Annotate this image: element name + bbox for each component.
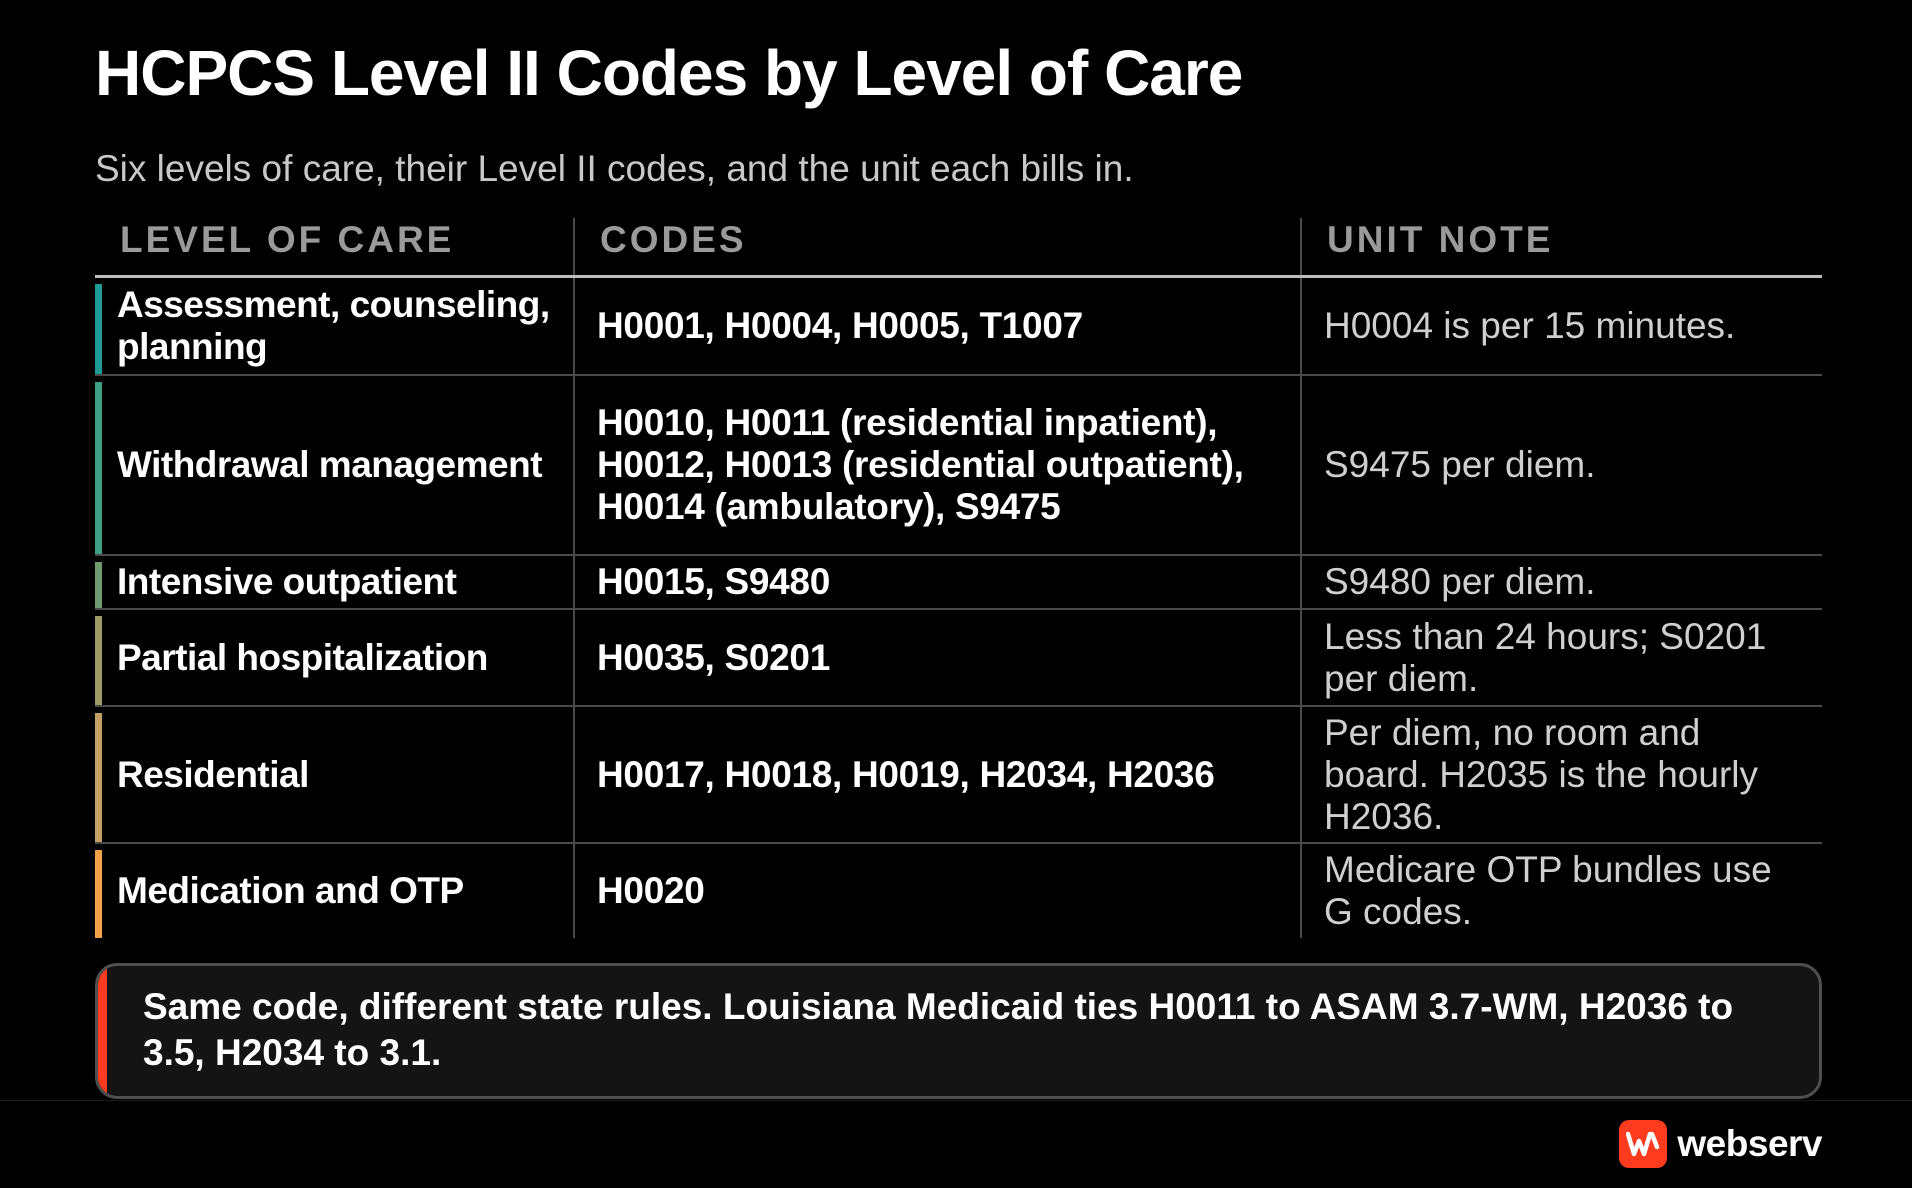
codes-cell: H0035, S0201 bbox=[573, 610, 1300, 705]
note-cell: Per diem, no room and board. H2035 is th… bbox=[1300, 707, 1822, 842]
page-title: HCPCS Level II Codes by Level of Care bbox=[95, 37, 1243, 109]
note-cell: H0004 is per 15 minutes. bbox=[1300, 278, 1822, 374]
brand-name: webserv bbox=[1677, 1123, 1822, 1164]
table-row: Intensive outpatient H0015, S9480 S9480 … bbox=[95, 556, 1822, 610]
table-row: Partial hospitalization H0035, S0201 Les… bbox=[95, 610, 1822, 707]
table-row: Residential H0017, H0018, H0019, H2034, … bbox=[95, 707, 1822, 844]
callout-text: Same code, different state rules. Louisi… bbox=[143, 984, 1759, 1076]
table-row: Withdrawal management H0010, H0011 (resi… bbox=[95, 376, 1822, 556]
row-accent-bar bbox=[95, 616, 102, 705]
note-cell: Less than 24 hours; S0201 per diem. bbox=[1300, 610, 1822, 705]
note-cell: S9475 per diem. bbox=[1300, 376, 1822, 554]
level-cell: Medication and OTP bbox=[117, 870, 464, 911]
note-cell: Medicare OTP bundles use G codes. bbox=[1300, 844, 1822, 938]
table-row: Assessment, counseling, planning H0001, … bbox=[95, 278, 1822, 376]
header-codes: CODES bbox=[573, 218, 1300, 275]
callout-body: Louisiana Medicaid ties H0011 to ASAM 3.… bbox=[143, 986, 1734, 1073]
brand-logo: webserv bbox=[1619, 1120, 1822, 1168]
codes-cell: H0001, H0004, H0005, T1007 bbox=[573, 278, 1300, 374]
codes-cell: H0020 bbox=[573, 844, 1300, 938]
row-accent-bar bbox=[95, 713, 102, 842]
codes-cell: H0010, H0011 (residential inpatient), H0… bbox=[573, 376, 1300, 554]
table-header: LEVEL OF CARE CODES UNIT NOTE bbox=[95, 218, 1822, 278]
level-cell: Intensive outpatient bbox=[117, 561, 457, 602]
level-cell: Assessment, counseling, planning bbox=[117, 284, 550, 367]
callout-lead: Same code, different state rules. bbox=[143, 986, 713, 1027]
row-accent-bar bbox=[95, 562, 102, 608]
level-cell: Partial hospitalization bbox=[117, 636, 488, 678]
state-rules-callout: Same code, different state rules. Louisi… bbox=[95, 963, 1822, 1099]
row-accent-bar bbox=[95, 284, 102, 374]
callout-accent-bar bbox=[98, 966, 107, 1096]
page-subtitle: Six levels of care, their Level II codes… bbox=[95, 148, 1134, 189]
row-accent-bar bbox=[95, 850, 102, 938]
footer-divider bbox=[0, 1100, 1912, 1101]
row-accent-bar bbox=[95, 382, 102, 554]
level-cell: Residential bbox=[117, 753, 309, 795]
level-cell: Withdrawal management bbox=[117, 444, 543, 485]
note-cell: S9480 per diem. bbox=[1300, 556, 1822, 608]
header-level-of-care: LEVEL OF CARE bbox=[120, 219, 455, 260]
webserv-logo-icon bbox=[1619, 1120, 1668, 1168]
table-row: Medication and OTP H0020 Medicare OTP bu… bbox=[95, 844, 1822, 938]
codes-cell: H0017, H0018, H0019, H2034, H2036 bbox=[573, 707, 1300, 842]
codes-cell: H0015, S9480 bbox=[573, 556, 1300, 608]
codes-table: LEVEL OF CARE CODES UNIT NOTE Assessment… bbox=[95, 218, 1822, 938]
header-unit-note: UNIT NOTE bbox=[1300, 218, 1822, 275]
